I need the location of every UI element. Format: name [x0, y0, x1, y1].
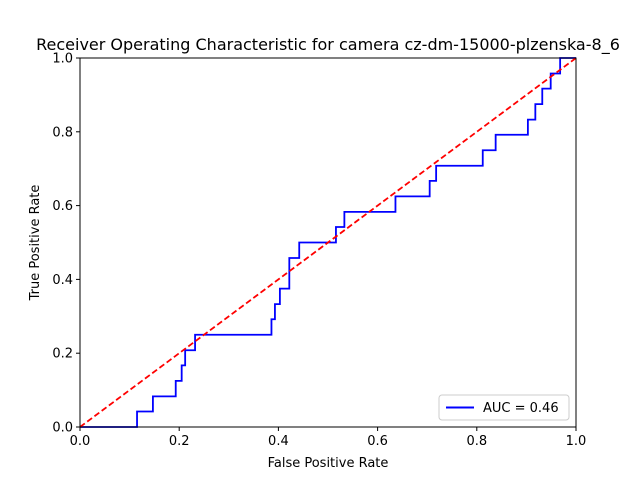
legend: AUC = 0.46	[438, 394, 570, 421]
x-axis-ticks: 0.0 0.2 0.4 0.6 0.8 1.0	[70, 427, 587, 449]
y-tick-label: 0.4	[52, 273, 73, 288]
x-axis-label: False Positive Rate	[268, 456, 389, 471]
x-tick-label: 0.2	[169, 434, 190, 449]
chart-title: Receiver Operating Characteristic for ca…	[36, 35, 620, 55]
x-tick-label: 0.0	[70, 434, 91, 449]
x-tick-label: 0.8	[466, 434, 487, 449]
roc-curve-line	[80, 57, 576, 428]
y-tick-label: 0.8	[52, 125, 73, 140]
legend-entry-auc: AUC = 0.46	[483, 401, 559, 416]
chance-diagonal-line	[79, 57, 577, 428]
x-tick-label: 0.4	[268, 434, 289, 449]
y-axis-ticks: 0.0 0.2 0.4 0.6 0.8 1.0	[52, 52, 80, 436]
axes-frame	[79, 57, 577, 428]
series-layer	[79, 57, 577, 428]
y-tick-label: 1.0	[52, 52, 73, 67]
y-tick-label: 0.2	[52, 347, 73, 362]
x-tick-label: 1.0	[566, 434, 587, 449]
y-axis-label: True Positive Rate	[28, 185, 43, 302]
legend-box	[438, 394, 570, 421]
x-tick-label: 0.6	[367, 434, 388, 449]
y-tick-label: 0.0	[52, 421, 73, 436]
y-tick-label: 0.6	[52, 199, 73, 214]
